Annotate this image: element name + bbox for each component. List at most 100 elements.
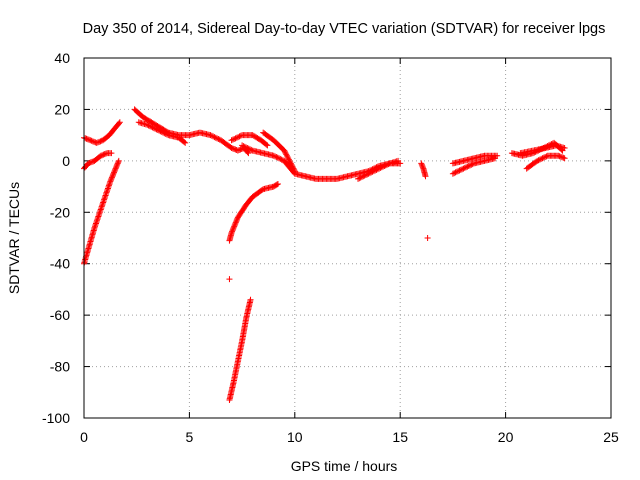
data-point	[115, 159, 122, 166]
data-point	[372, 167, 379, 174]
data-point	[182, 139, 189, 146]
data-point	[162, 130, 169, 137]
data-point	[148, 123, 155, 130]
data-point	[463, 164, 470, 171]
data-point	[146, 123, 153, 130]
data-point	[107, 177, 114, 184]
data-point	[422, 173, 429, 180]
data-point	[561, 155, 568, 162]
data-point	[263, 141, 270, 148]
data-point	[534, 157, 541, 164]
data-point	[115, 157, 122, 164]
data-point	[283, 151, 290, 158]
data-point	[144, 121, 151, 128]
data-point	[368, 169, 375, 176]
data-point	[82, 135, 89, 142]
data-point	[233, 134, 240, 141]
data-point	[455, 168, 462, 175]
x-tick-label: 15	[392, 429, 408, 445]
data-point	[236, 147, 243, 154]
series-track-k	[226, 276, 233, 283]
data-point	[97, 152, 104, 159]
data-point	[87, 159, 94, 166]
data-point	[274, 154, 281, 161]
data-point	[208, 132, 215, 139]
y-tick-label: -100	[42, 410, 70, 426]
data-point	[536, 156, 543, 163]
data-point	[460, 165, 467, 172]
data-point	[468, 161, 475, 168]
data-point	[84, 136, 91, 143]
data-point	[357, 174, 364, 181]
data-point	[469, 161, 476, 168]
axis-ticks	[83, 57, 612, 419]
x-axis-label: GPS time / hours	[291, 458, 398, 474]
series-track-p	[449, 152, 501, 167]
y-tick-label: -20	[50, 204, 70, 220]
chart-title: Day 350 of 2014, Sidereal Day-to-day VTE…	[83, 21, 606, 37]
data-point	[112, 166, 119, 173]
data-point	[160, 129, 167, 136]
data-point	[277, 155, 284, 162]
data-point	[535, 157, 542, 164]
data-point	[114, 161, 121, 168]
data-point	[556, 153, 563, 160]
data-point	[418, 160, 425, 167]
data-point	[235, 134, 242, 141]
data-point	[232, 219, 239, 226]
data-point	[287, 159, 294, 166]
series-track-r	[517, 142, 568, 157]
series-track-m	[418, 160, 429, 180]
data-point	[290, 165, 297, 172]
y-tick-label: -80	[50, 359, 70, 375]
y-tick-label: 20	[54, 101, 70, 117]
data-point	[360, 173, 367, 180]
series-track-a	[81, 119, 123, 146]
series-track-j	[226, 181, 281, 244]
data-point	[376, 165, 383, 172]
data-point	[99, 152, 106, 159]
y-tick-label: -40	[50, 256, 70, 272]
data-point	[150, 125, 157, 132]
data-point	[452, 169, 459, 176]
data-point	[449, 170, 456, 177]
data-point	[362, 172, 369, 178]
data-point	[264, 142, 271, 149]
data-point	[382, 162, 389, 169]
data-point	[540, 154, 547, 161]
data-point	[113, 163, 120, 169]
data-point	[214, 135, 221, 142]
data-point	[181, 139, 188, 145]
y-tick-label: 40	[54, 50, 70, 66]
data-point	[212, 134, 219, 141]
data-point	[281, 147, 288, 154]
data-point	[289, 163, 296, 169]
data-point	[89, 138, 96, 145]
data-point	[107, 178, 114, 185]
series-track-b	[81, 150, 115, 172]
data-point	[239, 142, 246, 149]
series-track-g	[239, 142, 404, 182]
data-point	[112, 165, 119, 172]
data-point	[358, 173, 365, 180]
y-tick-label: -60	[50, 307, 70, 323]
data-point	[88, 137, 95, 144]
data-point	[89, 158, 96, 165]
data-point	[110, 170, 117, 177]
data-point	[370, 168, 377, 175]
data-point	[232, 135, 239, 142]
data-point	[152, 125, 159, 132]
data-point	[465, 163, 472, 169]
series-track-e	[135, 119, 189, 146]
data-point	[281, 148, 288, 155]
x-tick-label: 25	[603, 429, 619, 445]
data-point	[108, 174, 115, 181]
data-point	[86, 136, 93, 143]
data-point	[369, 168, 376, 175]
data-point	[164, 131, 171, 138]
data-point	[111, 168, 118, 175]
data-point	[395, 157, 402, 164]
series-track-s	[523, 152, 568, 172]
data-point	[101, 151, 108, 158]
data-point	[157, 128, 164, 135]
